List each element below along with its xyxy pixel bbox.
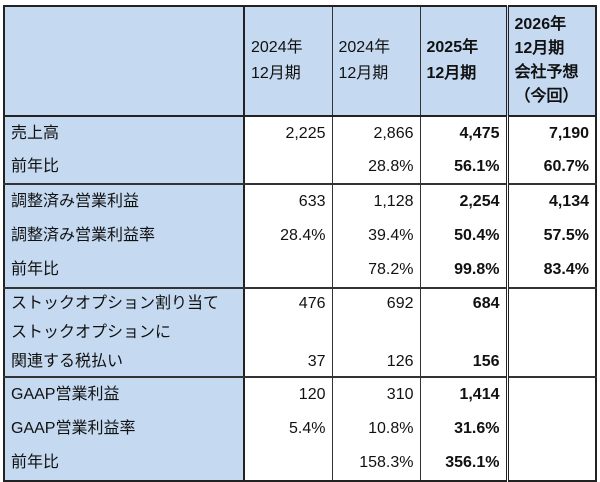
table-row: GAAP営業利益 120 310 1,414 (3, 377, 596, 412)
value-cell (505, 288, 596, 318)
value-cell: 1,414 (419, 377, 507, 412)
value-cell: 4,134 (505, 184, 596, 219)
value-cell (505, 412, 596, 446)
value-cell: 37 (243, 347, 332, 378)
value-cell: 2,866 (331, 116, 420, 150)
value-cell: 78.2% (331, 253, 420, 289)
header-text: 2025年 12月期 (426, 39, 479, 82)
value-cell: 1,128 (331, 184, 420, 219)
value-cell: 57.5% (505, 219, 596, 253)
value-cell (505, 318, 596, 347)
value-cell: 2,254 (419, 184, 507, 219)
row-label: 売上高 (3, 116, 245, 150)
row-label: 調整済み営業利益率 (3, 219, 245, 253)
value-cell (505, 446, 596, 481)
value-cell: 356.1% (419, 446, 507, 481)
row-label: 調整済み営業利益 (3, 184, 245, 219)
value-cell (243, 253, 332, 289)
header-label (3, 6, 245, 117)
value-cell (243, 446, 332, 481)
table-row: ストックオプションに (3, 318, 596, 347)
row-label: 前年比 (3, 253, 245, 289)
value-cell: 31.6% (419, 412, 507, 446)
value-cell (243, 150, 332, 185)
value-cell: 4,475 (419, 116, 507, 150)
header-col-fy2025: 2025年 12月期 (419, 6, 507, 117)
value-cell: 56.1% (419, 150, 507, 185)
value-cell: 28.4% (243, 219, 332, 253)
row-label: GAAP営業利益率 (3, 412, 245, 446)
header-col-fy2026-forecast: 2026年 12月期 会社予想 （今回） (505, 6, 596, 117)
table-row: 調整済み営業利益 633 1,128 2,254 4,134 (3, 184, 596, 219)
financial-table: 2024年 12月期 2024年 12月期 2025年 12月期 2026年 12月期会… (3, 5, 597, 482)
value-cell (505, 347, 596, 378)
header-col-fy2024b: 2024年 12月期 (331, 6, 420, 117)
value-cell: 39.4% (331, 219, 420, 253)
value-cell: 28.8% (331, 150, 420, 185)
value-cell: 310 (331, 377, 420, 412)
value-cell: 692 (331, 288, 420, 318)
row-label: 前年比 (3, 150, 245, 185)
value-cell: 2,225 (243, 116, 332, 150)
row-label: GAAP営業利益 (3, 377, 245, 412)
value-cell: 7,190 (505, 116, 596, 150)
header-row: 2024年 12月期 2024年 12月期 2025年 12月期 2026年 12月期会… (3, 6, 596, 117)
header-text: 2026年 12月期 会社予想 （今回） (514, 16, 579, 105)
value-cell: 684 (419, 288, 507, 318)
value-cell (505, 377, 596, 412)
row-label: ストックオプション割り当て (3, 288, 245, 318)
value-cell: 10.8% (331, 412, 420, 446)
row-label: ストックオプションに (3, 318, 245, 347)
value-cell: 60.7% (505, 150, 596, 185)
table-row: 前年比 78.2% 99.8% 83.4% (3, 253, 596, 289)
value-cell: 633 (243, 184, 332, 219)
value-cell: 126 (331, 347, 420, 378)
value-cell: 156 (419, 347, 507, 378)
value-cell (243, 318, 332, 347)
table-row: 調整済み営業利益率 28.4% 39.4% 50.4% 57.5% (3, 219, 596, 253)
row-label: 関連する税払い (3, 347, 245, 378)
row-label: 前年比 (3, 446, 245, 481)
value-cell (331, 318, 420, 347)
value-cell: 476 (243, 288, 332, 318)
value-cell: 158.3% (331, 446, 420, 481)
table-row: 売上高 2,225 2,866 4,475 7,190 (3, 116, 596, 150)
table-row: 関連する税払い 37 126 156 (3, 347, 596, 378)
header-col-fy2024a: 2024年 12月期 (243, 6, 332, 117)
table-row: ストックオプション割り当て 476 692 684 (3, 288, 596, 318)
table-row: 前年比 28.8% 56.1% 60.7% (3, 150, 596, 185)
value-cell: 83.4% (505, 253, 596, 289)
table-row: GAAP営業利益率 5.4% 10.8% 31.6% (3, 412, 596, 446)
value-cell: 5.4% (243, 412, 332, 446)
value-cell: 99.8% (419, 253, 507, 289)
header-text: 2024年 12月期 (251, 39, 303, 82)
value-cell: 50.4% (419, 219, 507, 253)
table-row: 前年比 158.3% 356.1% (3, 446, 596, 481)
value-cell: 120 (243, 377, 332, 412)
header-text: 2024年 12月期 (338, 39, 391, 82)
value-cell (419, 318, 507, 347)
